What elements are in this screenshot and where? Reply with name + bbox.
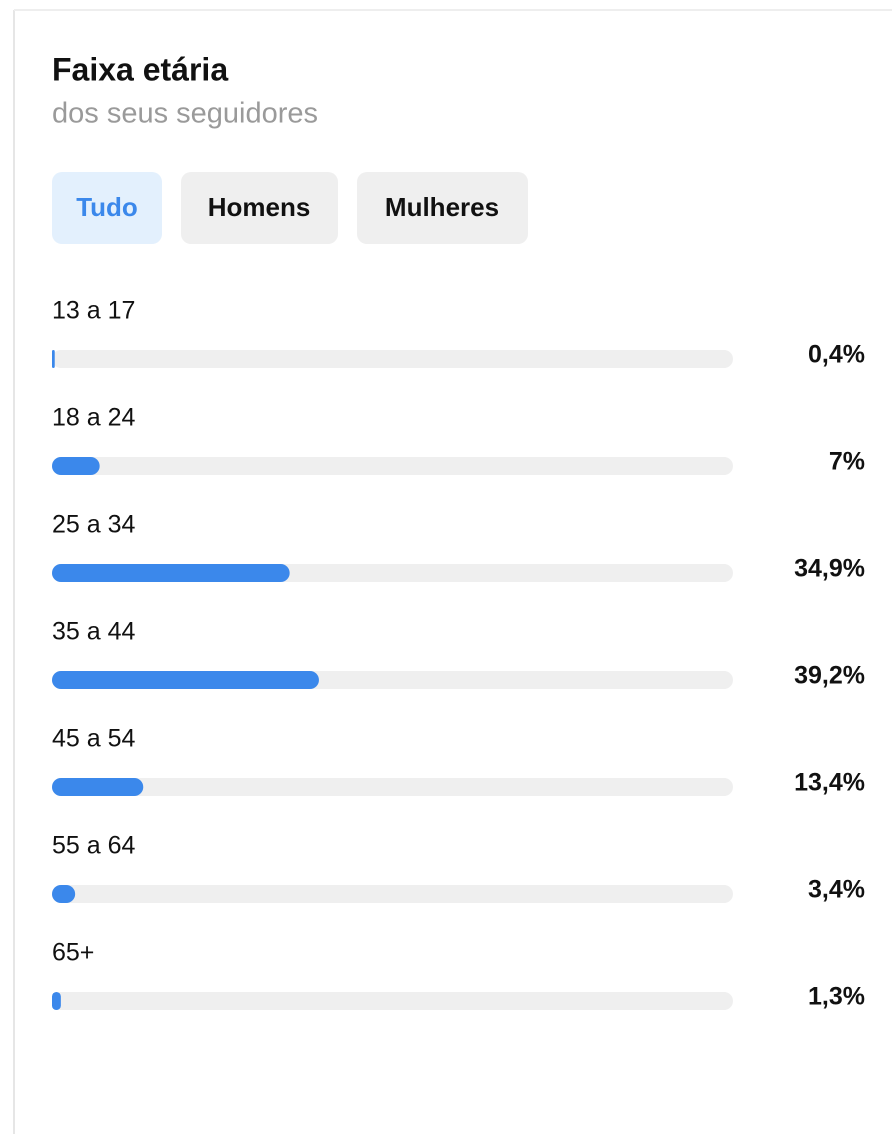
bar bbox=[52, 671, 319, 689]
bar-track bbox=[52, 457, 733, 475]
subtitle: dos seus seguidores bbox=[52, 98, 318, 130]
bar bbox=[52, 778, 144, 796]
tab-bg[interactable] bbox=[181, 172, 338, 244]
category-label: 55 a 64 bbox=[52, 832, 136, 860]
bar-track bbox=[52, 885, 733, 903]
bar-track bbox=[52, 350, 733, 368]
title: Faixa etária bbox=[52, 51, 228, 87]
value-label: 13,4% bbox=[794, 769, 865, 797]
value-label: 7% bbox=[829, 448, 865, 476]
tab[interactable]: Mulheres bbox=[385, 192, 499, 222]
value-label: 0,4% bbox=[808, 341, 865, 369]
value-label: 34,9% bbox=[794, 555, 865, 583]
category-label: 35 a 44 bbox=[52, 618, 136, 646]
tab[interactable]: Tudo bbox=[76, 192, 138, 222]
bar bbox=[52, 350, 55, 368]
category-label: 65+ bbox=[52, 939, 94, 967]
tab-bg[interactable] bbox=[52, 172, 162, 244]
value-label: 1,3% bbox=[808, 983, 865, 1011]
category-label: 13 a 17 bbox=[52, 297, 135, 325]
value-label: 39,2% bbox=[794, 662, 865, 690]
bar-track bbox=[52, 992, 733, 1010]
category-label: 18 a 24 bbox=[52, 404, 136, 432]
value-label: 3,4% bbox=[808, 876, 865, 904]
bar bbox=[52, 457, 100, 475]
tab-bg[interactable] bbox=[357, 172, 528, 244]
bar bbox=[52, 564, 290, 582]
bar bbox=[52, 885, 76, 903]
bar bbox=[52, 992, 61, 1010]
tab[interactable]: Homens bbox=[208, 192, 311, 222]
category-label: 45 a 54 bbox=[52, 725, 136, 753]
category-label: 25 a 34 bbox=[52, 511, 136, 539]
bar-track bbox=[52, 778, 733, 796]
